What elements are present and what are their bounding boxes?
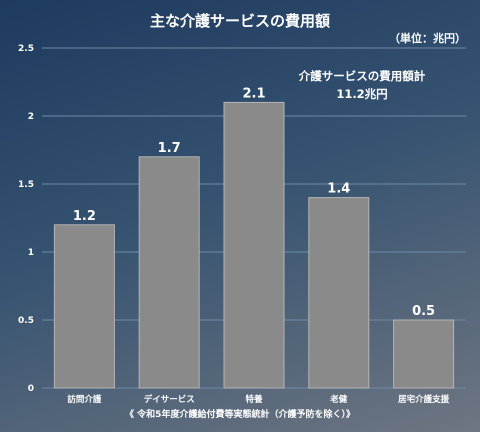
bar — [393, 319, 455, 389]
bar — [138, 156, 200, 389]
y-tick-label: 1.5 — [18, 180, 34, 190]
data-label: 0.5 — [412, 304, 435, 319]
y-tick-label: 0.5 — [18, 316, 34, 326]
chart-title: 主な介護サービスの費用額 — [149, 12, 330, 30]
y-tick-label: 0 — [28, 384, 34, 394]
bar — [53, 224, 115, 389]
x-tick-label: 老健 — [329, 394, 348, 405]
data-label: 1.4 — [327, 182, 350, 197]
unit-label: （単位：兆円） — [389, 32, 466, 45]
data-label: 2.1 — [242, 86, 265, 101]
bar — [223, 101, 285, 389]
data-label: 1.2 — [73, 209, 96, 224]
x-tick-label: 特養 — [245, 394, 263, 405]
x-tick-label: 居宅介護支援 — [397, 394, 450, 405]
y-tick-label: 2 — [28, 112, 34, 122]
total-annotation-label: 介護サービスの費用額計 — [298, 69, 426, 83]
bar — [308, 197, 370, 389]
x-tick-label: 訪問介護 — [67, 394, 102, 405]
y-tick-label: 1 — [28, 248, 34, 258]
total-annotation-value: 11.2兆円 — [336, 87, 388, 101]
x-tick-label: デイサービス — [144, 394, 195, 405]
source-note: 《 令和5年度介護給付費等実態統計（介護予防を除く）》 — [125, 410, 355, 420]
y-tick-label: 2.5 — [18, 44, 34, 54]
data-label: 1.7 — [158, 141, 181, 156]
